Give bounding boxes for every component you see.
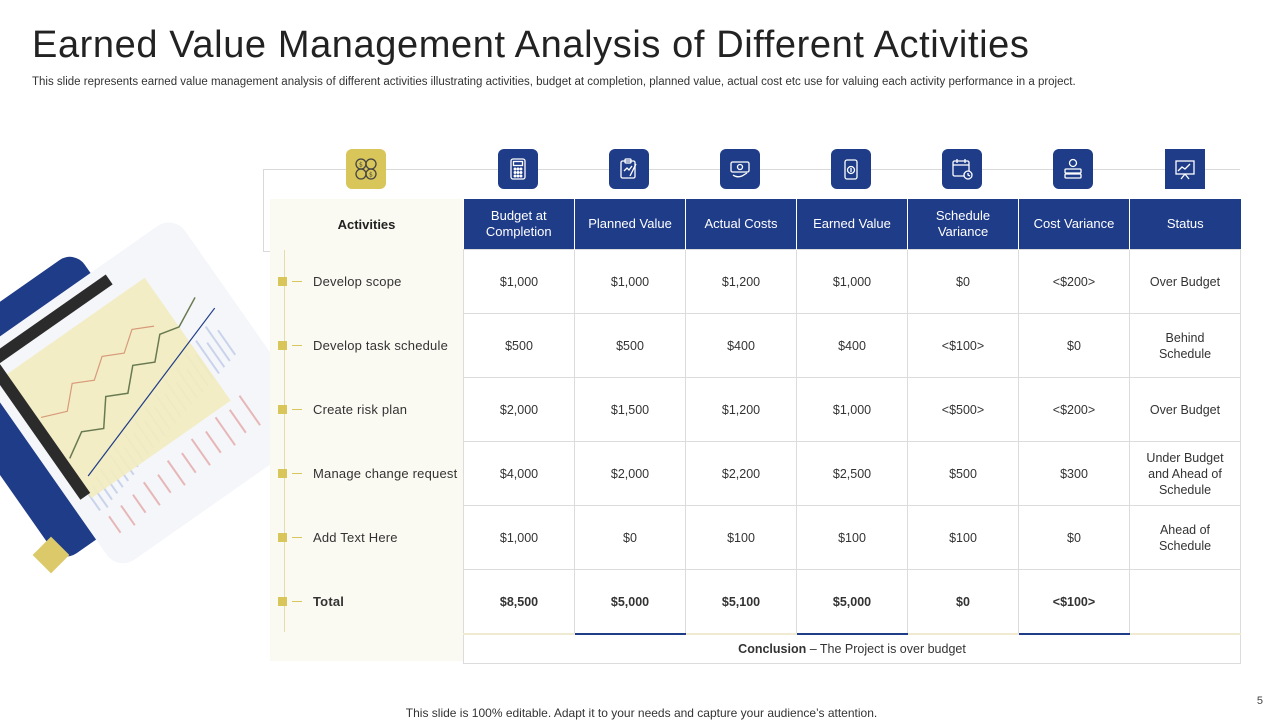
table-header-row: Budget at Completion Planned Value Actua…: [463, 199, 1241, 250]
table-cell: $1,000: [463, 505, 575, 570]
table-cell: $1,200: [685, 249, 797, 314]
table-cell: $100: [685, 505, 797, 570]
slide-subtitle: This slide represents earned value manag…: [32, 76, 1076, 88]
slide-title: Earned Value Management Analysis of Diff…: [32, 24, 1030, 66]
table-cell: $100: [796, 505, 908, 570]
table-cell: $0: [1018, 313, 1130, 378]
bullet-icon: [278, 276, 287, 286]
table-cell: $0: [574, 505, 686, 570]
money-stack-icon: [1053, 149, 1093, 189]
activity-row: Manage change request: [278, 441, 463, 505]
table-row: $1,000 $1,000 $1,200 $1,000 $0 <$200> Ov…: [463, 249, 1241, 314]
decorative-finance-photo: [0, 200, 316, 590]
activity-row: Develop task schedule: [278, 313, 463, 377]
activity-row-total: Total: [278, 569, 463, 633]
activities-panel: [270, 199, 463, 661]
bullet-icon: [278, 532, 287, 542]
status-cell: Under Budget and Ahead of Schedule: [1129, 441, 1241, 506]
total-cell: $5,100: [685, 569, 797, 635]
conclusion-label: Conclusion: [738, 642, 807, 656]
activity-label: Manage change request: [313, 465, 458, 481]
table-row: $1,000 $0 $100 $100 $100 $0 Ahead of Sch…: [463, 505, 1241, 570]
status-cell: Ahead of Schedule: [1129, 505, 1241, 570]
slide-footer: This slide is 100% editable. Adapt it to…: [405, 706, 878, 720]
table-cell: $400: [685, 313, 797, 378]
table-cell: $1,200: [685, 377, 797, 442]
icon-row-connector-vertical: [263, 169, 264, 252]
activity-label: Add Text Here: [313, 529, 398, 545]
conclusion-cell: Conclusion – The Project is over budget: [463, 634, 1241, 664]
activity-row: Develop scope: [278, 249, 463, 313]
table-cell: $500: [907, 441, 1019, 506]
page-number: 5: [1256, 695, 1263, 707]
status-cell: Over Budget: [1129, 249, 1241, 314]
chart-board-icon: [1165, 149, 1205, 189]
activity-label: Create risk plan: [313, 401, 408, 417]
column-header: Cost Variance: [1018, 199, 1130, 250]
table-cell: <$200>: [1018, 249, 1130, 314]
table-cell: $4,000: [463, 441, 575, 506]
money-bag-icon: [831, 149, 871, 189]
bullet-icon: [278, 340, 287, 350]
calendar-clock-icon: [942, 149, 982, 189]
table-cell: $1,000: [796, 377, 908, 442]
column-header: Schedule Variance: [907, 199, 1019, 250]
total-cell: $5,000: [574, 569, 686, 635]
table-row: $4,000 $2,000 $2,200 $2,500 $500 $300 Un…: [463, 441, 1241, 506]
table-cell: $2,000: [463, 377, 575, 442]
status-cell: Behind Schedule: [1129, 313, 1241, 378]
svg-text:$: $: [359, 162, 363, 169]
table-cell: $0: [1018, 505, 1130, 570]
calculator-icon: [498, 149, 538, 189]
column-header: Budget at Completion: [463, 199, 575, 250]
conclusion-row: Conclusion – The Project is over budget: [463, 634, 1241, 664]
column-header: Actual Costs: [685, 199, 797, 250]
activity-label: Develop scope: [313, 273, 402, 289]
status-cell: Over Budget: [1129, 377, 1241, 442]
table-cell: <$200>: [1018, 377, 1130, 442]
svg-text:$: $: [369, 172, 373, 179]
total-cell: $8,500: [463, 569, 575, 635]
table-cell: $1,000: [463, 249, 575, 314]
bullet-icon: [278, 596, 287, 606]
total-cell: [1129, 569, 1241, 635]
total-cell: <$100>: [1018, 569, 1130, 635]
table-cell: $500: [574, 313, 686, 378]
activities-timeline: [284, 250, 285, 632]
bullet-icon: [278, 404, 287, 414]
table-cell: $2,000: [574, 441, 686, 506]
total-cell: $5,000: [796, 569, 908, 635]
column-header: Earned Value: [796, 199, 908, 250]
table-row-total: $8,500 $5,000 $5,100 $5,000 $0 <$100>: [463, 569, 1241, 635]
table-cell: $500: [463, 313, 575, 378]
table-cell: $1,000: [796, 249, 908, 314]
table-row: $2,000 $1,500 $1,200 $1,000 <$500> <$200…: [463, 377, 1241, 442]
activity-row: Create risk plan: [278, 377, 463, 441]
table-cell: <$500>: [907, 377, 1019, 442]
table-cell: $100: [907, 505, 1019, 570]
table-cell: $1,500: [574, 377, 686, 442]
table-cell: $400: [796, 313, 908, 378]
table-cell: <$100>: [907, 313, 1019, 378]
activity-label: Develop task schedule: [313, 337, 448, 353]
conclusion-text: – The Project is over budget: [806, 642, 966, 656]
table-cell: $300: [1018, 441, 1130, 506]
coins-icon: $ $: [346, 149, 386, 189]
cash-cost-icon: [720, 149, 760, 189]
activities-header: Activities: [337, 216, 396, 232]
activity-row: Add Text Here: [278, 505, 463, 569]
table-row: $500 $500 $400 $400 <$100> $0 Behind Sch…: [463, 313, 1241, 378]
table-cell: $2,500: [796, 441, 908, 506]
evm-table: Budget at Completion Planned Value Actua…: [463, 199, 1241, 664]
table-cell: $0: [907, 249, 1019, 314]
column-header: Status: [1129, 199, 1241, 250]
table-cell: $1,000: [574, 249, 686, 314]
table-cell: $2,200: [685, 441, 797, 506]
bullet-icon: [278, 468, 287, 478]
total-cell: $0: [907, 569, 1019, 635]
column-header: Planned Value: [574, 199, 686, 250]
clipboard-plan-icon: [609, 149, 649, 189]
activity-label-total: Total: [313, 593, 345, 609]
